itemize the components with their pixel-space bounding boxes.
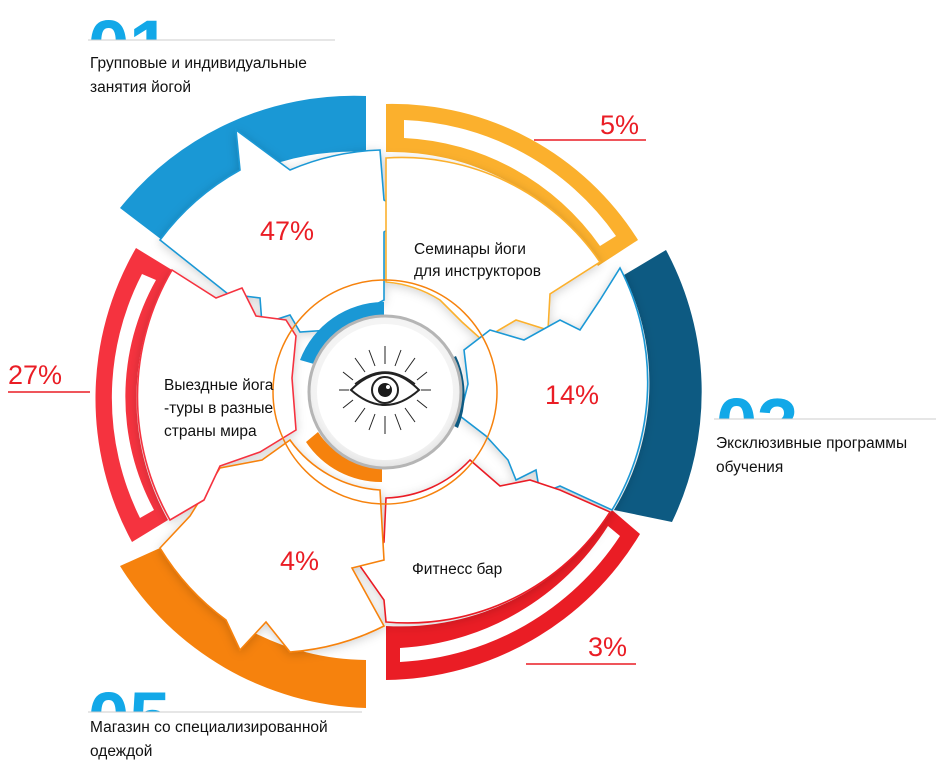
card-06 bbox=[136, 268, 297, 522]
card-05 bbox=[159, 438, 386, 653]
arc-yellow-hollow bbox=[404, 120, 616, 246]
arc-red-bottom bbox=[386, 510, 640, 680]
segment-02-line2: для инструкторов bbox=[414, 263, 541, 280]
percent-06: 27% bbox=[8, 360, 62, 390]
segment-06-line1: Выездные йога bbox=[164, 377, 274, 394]
arc-red-bottom-hollow bbox=[400, 526, 620, 662]
percent-03: 14% bbox=[545, 380, 599, 410]
percent-02: 5% bbox=[600, 110, 639, 140]
segment-cards bbox=[136, 128, 649, 653]
segment-descriptions: Групповые и индивидуальные занятия йогой… bbox=[90, 55, 907, 760]
eye-icon bbox=[339, 346, 431, 434]
segment-03-line2: обучения bbox=[716, 459, 783, 476]
percent-underlines bbox=[8, 139, 646, 665]
arc-navy bbox=[614, 250, 702, 522]
arc-red-left bbox=[95, 248, 172, 542]
arc-red-left-hollow bbox=[111, 274, 156, 518]
arc-yellow bbox=[386, 103, 638, 267]
percent-05: 4% bbox=[280, 546, 319, 576]
segment-06-line2: -туры в разные bbox=[164, 400, 273, 417]
segment-01-line1: Групповые и индивидуальные bbox=[90, 55, 307, 72]
segment-03-line1: Эксклюзивные программы bbox=[716, 435, 907, 452]
percent-labels: 47% 5% 14% 3% 4% 27% bbox=[8, 110, 639, 662]
segment-05-line2: одеждой bbox=[90, 743, 152, 760]
center-hub bbox=[272, 279, 498, 505]
segment-04-line1: Фитнесс бар bbox=[412, 561, 502, 578]
card-03 bbox=[459, 266, 649, 512]
percent-01: 47% bbox=[260, 216, 314, 246]
segment-06-line3: страны мира bbox=[164, 423, 257, 440]
segment-01-line2: занятия йогой bbox=[90, 79, 191, 96]
segment-05-line1: Магазин со специализированной bbox=[90, 719, 328, 736]
segment-02-line1: Семинары йоги bbox=[414, 241, 526, 258]
card-04 bbox=[358, 458, 612, 624]
percent-04: 3% bbox=[588, 632, 627, 662]
